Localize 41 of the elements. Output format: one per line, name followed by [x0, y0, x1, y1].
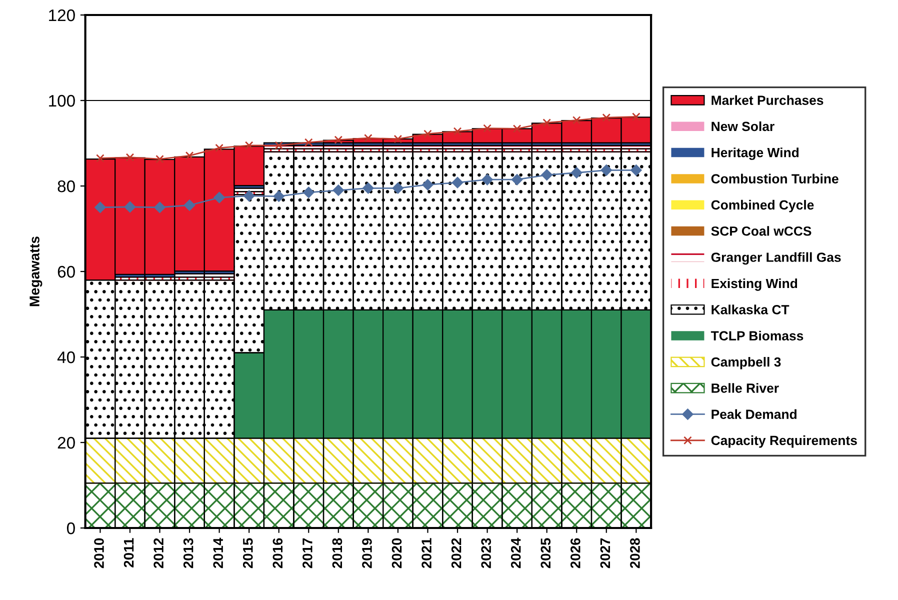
x-tick-label: 2022	[451, 538, 462, 568]
x-tick-label: 2024	[510, 538, 521, 568]
x-tick-label: 2028	[630, 538, 640, 568]
y-tick-label: 0	[66, 522, 75, 534]
x-tick-label: 2016	[272, 538, 283, 568]
legend-label: Capacity Requirements	[711, 435, 857, 448]
legend-label: Combustion Turbine	[711, 174, 838, 184]
x-tick-label: 2015	[242, 538, 253, 568]
y-tick-label: 80	[58, 180, 75, 192]
x-tick-label: 2025	[540, 538, 551, 568]
x-tick-label: 2017	[302, 538, 312, 568]
legend-label: Market Purchases	[712, 95, 824, 105]
legend-label: Granger Landfill Gas	[711, 252, 841, 265]
y-tick-label: 120	[49, 9, 75, 22]
legend-label: Belle River	[712, 383, 779, 393]
legend-label: Combined Cycle	[711, 200, 814, 212]
x-tick-label: 2021	[422, 538, 432, 568]
legend-label: Existing Wind	[712, 278, 798, 291]
x-tick-label: 2014	[213, 538, 224, 568]
x-tick-label: 2019	[362, 538, 372, 568]
x-tick-label: 2012	[154, 538, 164, 568]
x-tick-label: 2011	[124, 538, 134, 568]
x-tick-label: 2027	[600, 538, 610, 568]
legend-label: Heritage Wind	[712, 148, 799, 160]
y-tick-label: 20	[58, 436, 75, 449]
x-tick-label: 2013	[183, 538, 194, 568]
x-tick-label: 2020	[392, 538, 402, 568]
x-tick-label: 2026	[570, 538, 580, 568]
legend-label: New Solar	[712, 121, 774, 132]
legend-label: SCP Coal wCCS	[711, 226, 812, 236]
y-tick-label: 40	[57, 351, 75, 364]
x-tick-label: 2023	[481, 538, 492, 568]
y-tick-label: 100	[49, 94, 75, 107]
legend-label: TCLP Biomass	[710, 330, 804, 341]
y-tick-label: 60	[58, 266, 75, 278]
y-axis-title: Megawatts	[30, 236, 42, 306]
legend-label: Kalkaska CT	[712, 304, 790, 314]
x-tick-label: 2010	[94, 538, 104, 568]
legend-label: Campbell 3	[711, 356, 781, 370]
x-tick-label: 2018	[332, 538, 342, 568]
legend-label: Peak Demand	[712, 409, 796, 419]
